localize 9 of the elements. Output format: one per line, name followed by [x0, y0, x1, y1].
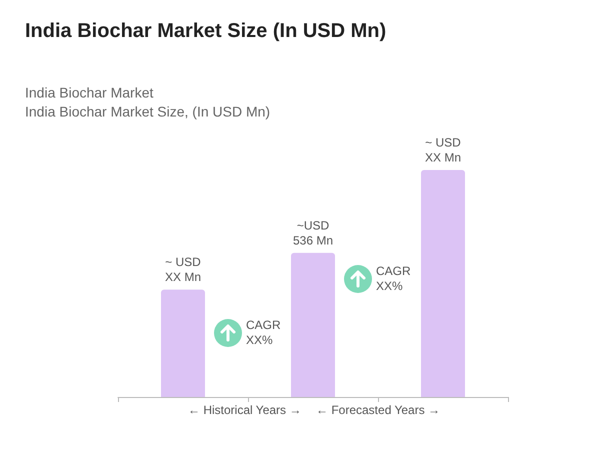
annotation: CAGR XX% [376, 264, 411, 294]
annotation: CAGR XX% [246, 318, 281, 348]
chart-subtitle: India Biochar Market India Biochar Market Size, (In USD Mn) [25, 84, 270, 120]
data-label: ~USD 536 Mn [292, 218, 334, 248]
text: ← Forecasted Years → [316, 403, 440, 418]
data-label: ~ USD XX Mn [424, 135, 462, 164]
data-label: ~ USD XX Mn [164, 255, 202, 284]
chart-title: India Biochar Market Size (In USD Mn) [25, 20, 386, 42]
text: ← Historical Years → [188, 403, 302, 418]
